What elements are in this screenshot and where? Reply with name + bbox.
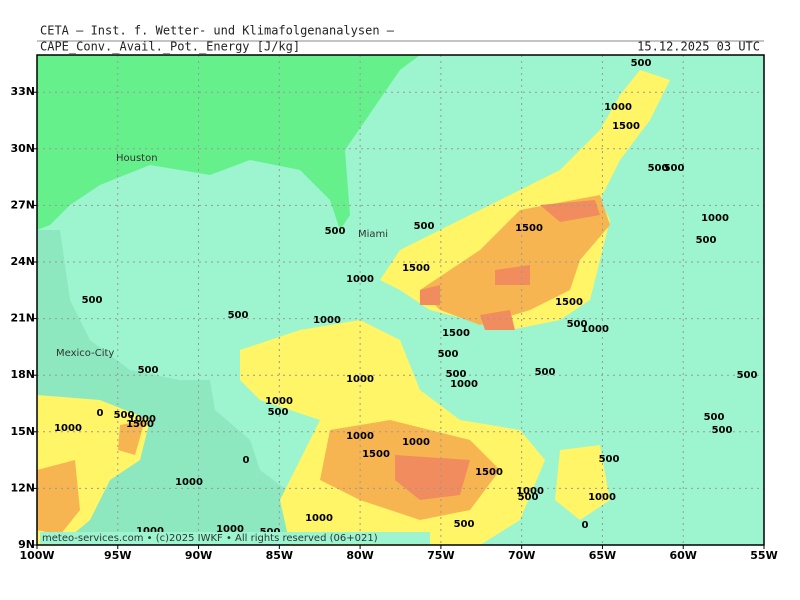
contour-label: 500 — [446, 369, 467, 380]
lat-label: 9N — [18, 538, 35, 551]
place-label: Houston — [116, 153, 158, 164]
lon-label: 65W — [589, 549, 616, 562]
contour-label: 500 — [696, 235, 717, 246]
contour-label: 1500 — [442, 328, 470, 339]
contour-label: 1000 — [604, 102, 632, 113]
contour-label: 1500 — [362, 449, 390, 460]
cape-area — [420, 200, 600, 330]
contour-label: 500 — [438, 349, 459, 360]
contour-label: 0 — [243, 455, 250, 466]
lat-label: 18N — [10, 368, 35, 381]
lon-label: 85W — [266, 549, 293, 562]
contour-label: 1000 — [450, 379, 478, 390]
contour-label: 1000 — [136, 526, 164, 537]
contour-label: 1000 — [346, 431, 374, 442]
contour-label: 1500 — [475, 467, 503, 478]
contour-label: 1500 — [515, 223, 543, 234]
contour-label: 500 — [228, 310, 249, 321]
contour-label: 500 — [648, 163, 669, 174]
contour-label: 1000 — [216, 524, 244, 535]
contour-label: 1000 — [265, 396, 293, 407]
map: HoustonMiamiMexico-City50010001500500500… — [36, 54, 765, 546]
lon-label: 55W — [750, 549, 777, 562]
lat-label: 24N — [10, 255, 35, 268]
place-label: Mexico-City — [56, 348, 114, 359]
contour-label: 1500 — [402, 263, 430, 274]
contour-label: 1000 — [128, 414, 156, 425]
cape-area — [380, 70, 670, 330]
lon-label: 80W — [346, 549, 373, 562]
contour-label: 1500 — [555, 297, 583, 308]
contour-label: 1000 — [346, 274, 374, 285]
credit-box — [40, 532, 430, 544]
lon-label: 70W — [508, 549, 535, 562]
contour-label: 500 — [535, 367, 556, 378]
contour-label: 500 — [567, 319, 588, 330]
lat-label: 30N — [10, 142, 35, 155]
contour-label: 500 — [138, 365, 159, 376]
lon-label: 100W — [19, 549, 54, 562]
cape-area — [420, 195, 610, 325]
grid — [37, 55, 764, 545]
parameter: CAPE_Conv._Avail._Pot._Energy [J/kg] — [40, 40, 300, 54]
cape-area — [37, 420, 145, 535]
contour-label: 500 — [454, 519, 475, 530]
labels: HoustonMiamiMexico-City50010001500500500… — [54, 58, 757, 538]
lon-label: 95W — [104, 549, 131, 562]
valid-time: 15.12.2025 03 UTC — [637, 40, 760, 54]
contour-label: 500 — [664, 163, 685, 174]
contour-label: 1000 — [54, 423, 82, 434]
contour-label: 1000 — [588, 492, 616, 503]
contour-label: 500 — [712, 425, 733, 436]
contour-label: 1000 — [516, 486, 544, 497]
contour-label: 1000 — [305, 513, 333, 524]
contour-label: 1000 — [581, 324, 609, 335]
contour-label: 500 — [704, 412, 725, 423]
lon-label: 90W — [185, 549, 212, 562]
contour-label: 1000 — [701, 213, 729, 224]
contour-label: 1000 — [402, 437, 430, 448]
place-label: Miami — [358, 229, 388, 240]
contour-label: 500 — [599, 454, 620, 465]
lat-label: 21N — [10, 312, 35, 325]
lat-label: 33N — [10, 85, 35, 98]
lat-label: 15N — [10, 425, 35, 438]
map-frame — [36, 54, 765, 546]
contour-label: 1000 — [313, 315, 341, 326]
contour-label: 500 — [82, 295, 103, 306]
lat-label: 12N — [10, 481, 35, 494]
contour-label: 1000 — [346, 374, 374, 385]
contour-label: 0 — [97, 408, 104, 419]
lat-label: 27N — [10, 198, 35, 211]
contour-label: 500 — [414, 221, 435, 232]
contour-label: 1500 — [126, 419, 154, 430]
cape-area — [555, 445, 610, 520]
lon-label: 75W — [427, 549, 454, 562]
contour-label: 500 — [737, 370, 758, 381]
contour-label: 0 — [582, 520, 589, 531]
institute: CETA — Inst. f. Wetter- und Klimafolgena… — [40, 24, 395, 38]
contour-label: 500 — [325, 226, 346, 237]
contour-label: 1000 — [175, 477, 203, 488]
contour-label: 1500 — [612, 121, 640, 132]
lon-label: 60W — [669, 549, 696, 562]
contour-label: 500 — [268, 407, 289, 418]
contour-label: 500 — [518, 492, 539, 503]
credit: meteo-services.com • (c)2025 IWKF • All … — [42, 533, 378, 544]
contour-label: 500 — [631, 58, 652, 69]
land-usa — [37, 55, 420, 230]
contour-label: 500 — [114, 410, 135, 421]
